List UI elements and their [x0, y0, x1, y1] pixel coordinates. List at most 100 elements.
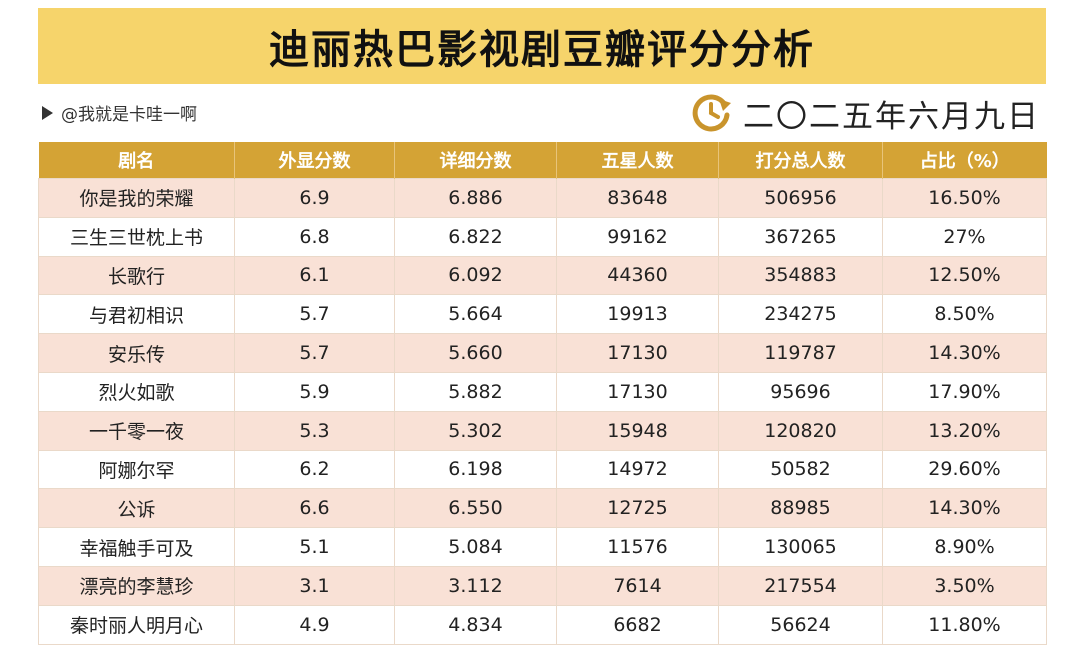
five-star-count-cell: 17130	[556, 371, 719, 412]
ratio-cell: 27%	[882, 216, 1047, 257]
drama-name-cell: 三生三世枕上书	[38, 216, 235, 257]
display-score-cell: 6.2	[234, 449, 395, 490]
table-row: 三生三世枕上书 6.8 6.822 99162 367265 27%	[38, 216, 1047, 257]
display-score-cell: 5.1	[234, 527, 395, 567]
total-raters-cell: 88985	[718, 488, 883, 529]
display-score-cell: 6.8	[234, 216, 395, 257]
date-label: 二〇二五年六月九日	[743, 98, 1040, 135]
detail-score-cell: 5.664	[394, 294, 557, 335]
detail-score-cell: 3.112	[394, 565, 557, 606]
col-total-raters-header: 打分总人数	[718, 142, 883, 179]
ratio-cell: 12.50%	[882, 255, 1047, 296]
five-star-count-cell: 44360	[556, 255, 719, 296]
table-header: 剧名 外显分数 详细分数 五星人数 打分总人数 占比（%）	[38, 142, 1047, 179]
table-row: 一千零一夜 5.3 5.302 15948 120820 13.20%	[38, 410, 1047, 451]
five-star-count-cell: 83648	[556, 178, 719, 218]
drama-name-cell: 秦时丽人明月心	[38, 604, 235, 645]
display-score-cell: 5.7	[234, 294, 395, 335]
drama-name-cell: 一千零一夜	[38, 410, 235, 451]
display-score-cell: 4.9	[234, 604, 395, 645]
ratio-cell: 11.80%	[882, 604, 1047, 645]
table-header-row: 剧名 外显分数 详细分数 五星人数 打分总人数 占比（%）	[38, 142, 1047, 179]
author-credit: @我就是卡哇一啊	[42, 100, 197, 125]
display-score-cell: 3.1	[234, 565, 395, 606]
ratio-cell: 29.60%	[882, 449, 1047, 490]
col-title-header: 剧名	[38, 142, 235, 179]
table-body: 你是我的荣耀 6.9 6.886 83648 506956 16.50% 三生三世枕上书 6.…	[38, 178, 1047, 645]
five-star-count-cell: 11576	[556, 527, 719, 567]
drama-name-cell: 与君初相识	[38, 294, 235, 335]
total-raters-cell: 217554	[718, 565, 883, 606]
drama-name-cell: 安乐传	[38, 333, 235, 373]
table-row: 与君初相识 5.7 5.664 19913 234275 8.50%	[38, 294, 1047, 335]
detail-score-cell: 6.550	[394, 488, 557, 529]
ratio-cell: 16.50%	[882, 178, 1047, 218]
total-raters-cell: 234275	[718, 294, 883, 335]
total-raters-cell: 130065	[718, 527, 883, 567]
col-display-score-header: 外显分数	[234, 142, 395, 179]
total-raters-cell: 120820	[718, 410, 883, 451]
ratio-cell: 17.90%	[882, 371, 1047, 412]
table-row: 漂亮的李慧珍 3.1 3.112 7614 217554 3.50%	[38, 565, 1047, 606]
ratio-cell: 14.30%	[882, 333, 1047, 373]
drama-name-cell: 你是我的荣耀	[38, 178, 235, 218]
five-star-count-cell: 99162	[556, 216, 719, 257]
total-raters-cell: 119787	[718, 333, 883, 373]
display-score-cell: 6.9	[234, 178, 395, 218]
total-raters-cell: 56624	[718, 604, 883, 645]
detail-score-cell: 6.886	[394, 178, 557, 218]
ratings-table: 剧名 外显分数 详细分数 五星人数 打分总人数 占比（%） 你是我的荣耀 6.9 6.886 8…	[38, 142, 1047, 645]
detail-score-cell: 5.084	[394, 527, 557, 567]
ratio-cell: 14.30%	[882, 488, 1047, 529]
detail-score-cell: 5.660	[394, 333, 557, 373]
five-star-count-cell: 12725	[556, 488, 719, 529]
five-star-count-cell: 14972	[556, 449, 719, 490]
detail-score-cell: 5.302	[394, 410, 557, 451]
total-raters-cell: 367265	[718, 216, 883, 257]
detail-score-cell: 6.092	[394, 255, 557, 296]
display-score-cell: 5.7	[234, 333, 395, 373]
drama-name-cell: 烈火如歌	[38, 371, 235, 412]
five-star-count-cell: 7614	[556, 565, 719, 606]
table-row: 烈火如歌 5.9 5.882 17130 95696 17.90%	[38, 371, 1047, 412]
detail-score-cell: 4.834	[394, 604, 557, 645]
date-block: 二〇二五年六月九日	[689, 90, 1040, 136]
title-banner: 迪丽热巴影视剧豆瓣评分分析	[38, 8, 1046, 84]
table-row: 阿娜尔罕 6.2 6.198 14972 50582 29.60%	[38, 449, 1047, 490]
drama-name-cell: 幸福触手可及	[38, 527, 235, 567]
author-label: @我就是卡哇一啊	[61, 105, 197, 125]
five-star-count-cell: 6682	[556, 604, 719, 645]
play-triangle-icon	[42, 105, 53, 120]
detail-score-cell: 6.822	[394, 216, 557, 257]
col-five-star-header: 五星人数	[556, 142, 719, 179]
total-raters-cell: 95696	[718, 371, 883, 412]
total-raters-cell: 506956	[718, 178, 883, 218]
detail-score-cell: 5.882	[394, 371, 557, 412]
display-score-cell: 6.6	[234, 488, 395, 529]
total-raters-cell: 50582	[718, 449, 883, 490]
display-score-cell: 5.3	[234, 410, 395, 451]
table-row: 你是我的荣耀 6.9 6.886 83648 506956 16.50%	[38, 178, 1047, 218]
table-row: 长歌行 6.1 6.092 44360 354883 12.50%	[38, 255, 1047, 296]
table-row: 安乐传 5.7 5.660 17130 119787 14.30%	[38, 333, 1047, 373]
ratio-cell: 13.20%	[882, 410, 1047, 451]
drama-name-cell: 漂亮的李慧珍	[38, 565, 235, 606]
table-row: 公诉 6.6 6.550 12725 88985 14.30%	[38, 488, 1047, 529]
five-star-count-cell: 19913	[556, 294, 719, 335]
detail-score-cell: 6.198	[394, 449, 557, 490]
drama-name-cell: 阿娜尔罕	[38, 449, 235, 490]
five-star-count-cell: 17130	[556, 333, 719, 373]
col-ratio-header: 占比（%）	[882, 142, 1047, 179]
drama-name-cell: 公诉	[38, 488, 235, 529]
subtitle-row: @我就是卡哇一啊 二〇二五年六月九日	[38, 88, 1046, 140]
ratio-cell: 3.50%	[882, 565, 1047, 606]
display-score-cell: 6.1	[234, 255, 395, 296]
total-raters-cell: 354883	[718, 255, 883, 296]
five-star-count-cell: 15948	[556, 410, 719, 451]
table-row: 幸福触手可及 5.1 5.084 11576 130065 8.90%	[38, 527, 1047, 567]
table-row: 秦时丽人明月心 4.9 4.834 6682 56624 11.80%	[38, 604, 1047, 645]
display-score-cell: 5.9	[234, 371, 395, 412]
col-detail-score-header: 详细分数	[394, 142, 557, 179]
ratio-cell: 8.90%	[882, 527, 1047, 567]
ratio-cell: 8.50%	[882, 294, 1047, 335]
